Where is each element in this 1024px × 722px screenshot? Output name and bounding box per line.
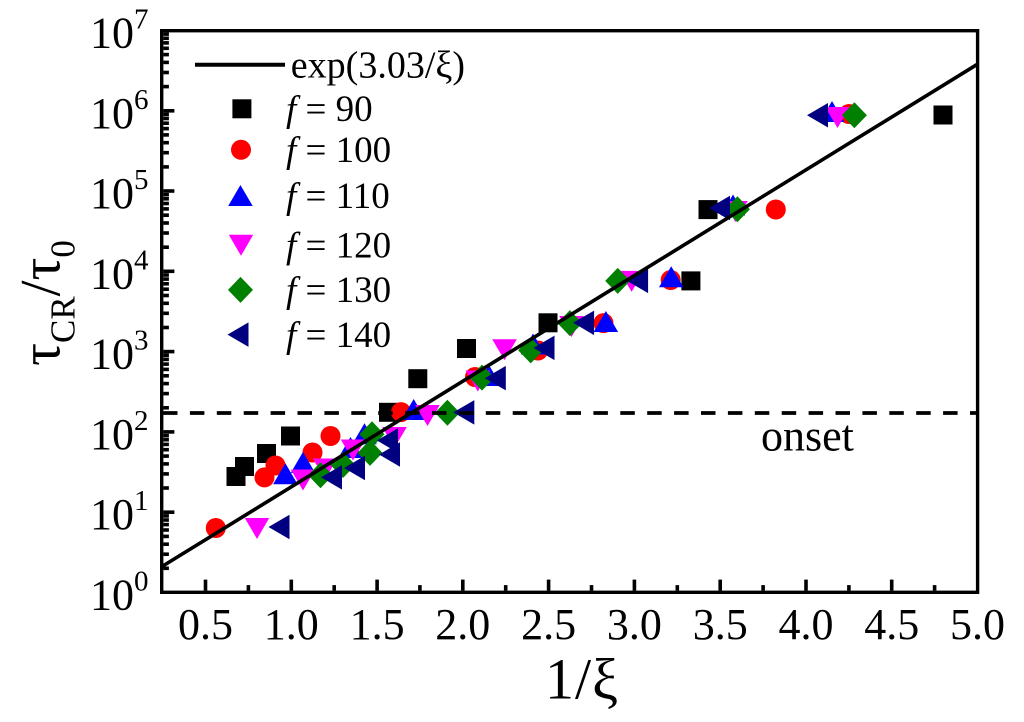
svg-text:f = 120: f = 120	[286, 226, 391, 267]
svg-text:1.0: 1.0	[264, 600, 319, 649]
svg-text:1/ξ: 1/ξ	[545, 647, 619, 712]
svg-text:100: 100	[90, 566, 149, 620]
svg-text:f = 130: f = 130	[286, 270, 391, 311]
svg-text:3.0: 3.0	[607, 600, 662, 649]
svg-text:0.5: 0.5	[178, 600, 233, 649]
svg-text:f = 140: f = 140	[286, 315, 391, 356]
svg-text:4.0: 4.0	[779, 600, 834, 649]
svg-text:3.5: 3.5	[693, 600, 748, 649]
svg-text:f = 110: f = 110	[286, 176, 390, 217]
svg-text:4.5: 4.5	[864, 600, 919, 649]
svg-text:107: 107	[90, 4, 149, 58]
svg-text:exp(3.03/ξ): exp(3.03/ξ)	[291, 45, 465, 87]
svg-text:2.0: 2.0	[435, 600, 490, 649]
svg-text:103: 103	[90, 325, 149, 379]
svg-text:1.5: 1.5	[350, 600, 405, 649]
svg-text:2.5: 2.5	[521, 600, 576, 649]
svg-text:f = 100: f = 100	[286, 130, 391, 171]
svg-text:f = 90: f = 90	[286, 89, 373, 130]
svg-text:5.0: 5.0	[950, 600, 1005, 649]
svg-text:onset: onset	[761, 412, 854, 461]
svg-text:102: 102	[90, 405, 149, 459]
